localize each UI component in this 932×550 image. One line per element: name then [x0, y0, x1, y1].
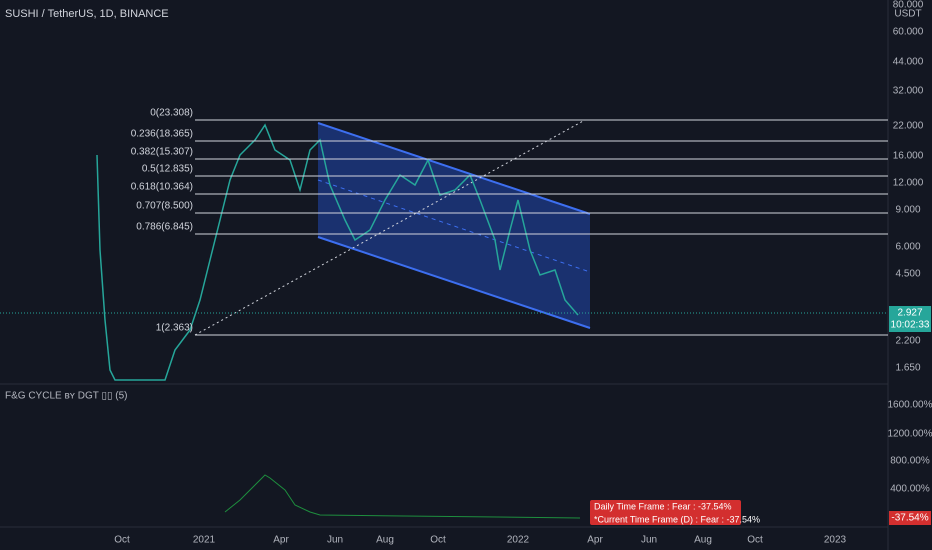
tooltip-line: *Current Time Frame (D) : Fear : -37.54% — [594, 514, 760, 524]
time-label: 2021 — [193, 535, 216, 546]
price-series — [96, 123, 579, 381]
price-label: 32.000 — [893, 86, 924, 97]
time-label: Aug — [376, 535, 394, 546]
fib-label: 0(23.308) — [150, 108, 193, 119]
price-label: 9.000 — [895, 205, 920, 216]
time-label: Apr — [587, 535, 603, 546]
time-label: Apr — [273, 535, 289, 546]
indicator-label: 1600.00% — [887, 400, 932, 411]
fib-label: 0.382(15.307) — [131, 147, 193, 158]
indicator-label: 400.00% — [890, 484, 930, 495]
countdown: 10:02:33 — [891, 320, 930, 331]
indicator-current: -37.54% — [891, 513, 928, 524]
time-label: Jun — [327, 535, 343, 546]
price-label: 2.200 — [895, 336, 920, 347]
channel-top — [317, 122, 591, 215]
time-label: 2022 — [507, 535, 530, 546]
price-label: 16.000 — [893, 151, 924, 162]
current-price: 2.927 — [897, 308, 922, 319]
fib-label: 0.707(8.500) — [136, 201, 193, 212]
tooltip-line: Daily Time Frame : Fear : -37.54% — [594, 501, 732, 511]
time-label: 2023 — [824, 535, 847, 546]
chart-title: SUSHI / TetherUS, 1D, BINANCE — [5, 8, 169, 20]
fib-label: 1(2.363) — [156, 323, 193, 334]
time-label: Aug — [694, 535, 712, 546]
time-label: Jun — [641, 535, 657, 546]
indicator-title: F&G CYCLE ʙʏ DGT ▯▯ (5) — [5, 391, 127, 402]
price-label: 4.500 — [895, 269, 920, 280]
price-label: 44.000 — [893, 57, 924, 68]
fib-label: 0.618(10.364) — [131, 182, 193, 193]
fib-label: 0.5(12.835) — [142, 164, 193, 175]
indicator-label: 1200.00% — [887, 429, 932, 440]
price-label: 80.000 — [893, 0, 924, 11]
price-label: 22.000 — [893, 121, 924, 132]
price-label: 12.000 — [893, 178, 924, 189]
fib-label: 0.236(18.365) — [131, 129, 193, 140]
indicator-label: 800.00% — [890, 456, 930, 467]
indicator-badge — [889, 511, 931, 525]
time-label: Oct — [747, 535, 763, 546]
time-label: Oct — [114, 535, 130, 546]
trend-line — [194, 119, 586, 336]
fib-label: 0.786(6.845) — [136, 222, 193, 233]
time-label: Oct — [430, 535, 446, 546]
unit: USDT — [894, 9, 921, 20]
price-label: 60.000 — [893, 27, 924, 38]
indicator-line — [224, 474, 581, 519]
tooltip-box — [590, 500, 741, 525]
price-label: 6.000 — [895, 242, 920, 253]
channel-bottom — [317, 236, 591, 329]
price-label: 1.650 — [895, 363, 920, 374]
price-badge — [889, 306, 931, 332]
channel — [318, 123, 590, 328]
